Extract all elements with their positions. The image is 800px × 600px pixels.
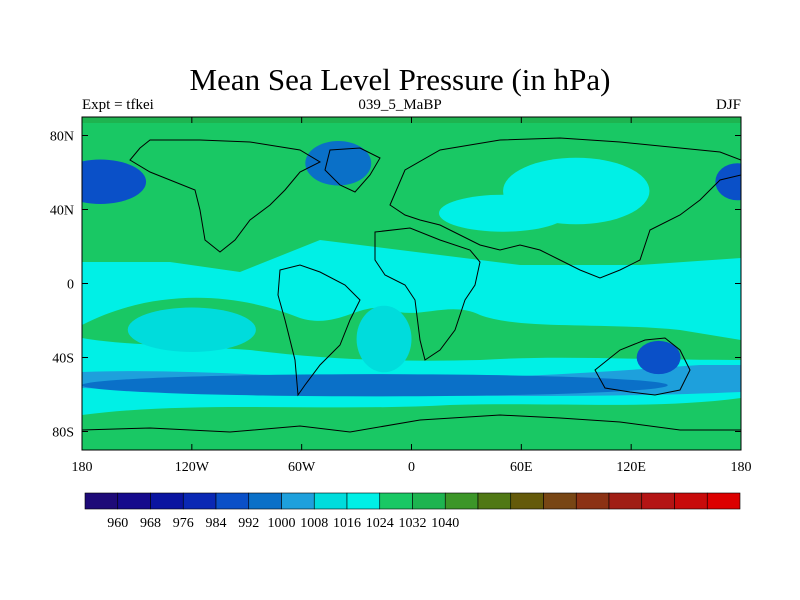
colorbar-box [510,492,544,510]
coastlines [82,137,741,433]
colorbar-box [346,492,381,510]
period-label: 039_5_MaBP [358,97,442,113]
x-tick-label: 120E [616,460,646,475]
colorbar-box [313,492,348,510]
colorbar-label: 1032 [399,516,427,531]
coast-africa [374,227,481,361]
x-tick-label: 180 [72,460,93,475]
colorbar-label: 960 [107,516,128,531]
colorbar-label: 984 [206,516,227,531]
feature-icelandic-low [305,141,372,186]
y-axis: 80N 40N 0 40S 80S [50,130,741,441]
colorbar-box [641,492,675,510]
x-tick-label: 60W [288,460,316,475]
colorbar-box [674,492,708,510]
colorbar-box [182,492,217,510]
chart-title: Mean Sea Level Pressure (in hPa) [189,62,611,97]
colorbar-box [543,492,577,510]
colorbar-box [477,492,512,510]
coast-antarctica [82,414,741,433]
coast-south-america [277,264,361,397]
coast-australia [594,337,691,396]
colorbar-label: 1040 [431,516,459,531]
colorbar-label: 968 [140,516,161,531]
colorbar-label: 992 [238,516,259,531]
y-tick-label: 80S [52,426,74,441]
colorbar-box [117,492,151,510]
coast-north-america [129,139,322,253]
colorbar-box [575,492,610,510]
pressure-features [82,141,741,397]
x-tick-label: 180 [731,460,752,475]
season-label: DJF [715,97,741,113]
feature-south-atlantic-high [356,305,412,373]
colorbar-label: 1016 [333,516,361,531]
experiment-label: Expt = tfkei [82,97,154,113]
colorbar-box [150,492,184,510]
x-tick-label: 120W [175,460,210,475]
feature-south-pacific-high [127,307,256,352]
colorbar-box [215,492,250,510]
colorbar-box [412,492,446,510]
colorbar-label: 976 [173,516,194,531]
colorbar-label: 1024 [366,516,394,531]
feature-australian-low [636,340,681,375]
coast-greenland [324,147,381,193]
feature-southern-ocean-trough [82,374,668,397]
antarctic-band [82,398,741,450]
y-tick-label: 0 [67,278,74,293]
colorbar-label: 1000 [268,516,296,531]
y-tick-label: 40S [52,352,74,367]
x-tick-label: 0 [408,460,415,475]
sh-green-belt [82,297,741,361]
colorbar-box [281,492,315,510]
x-tick-label: 60E [510,460,533,475]
y-tick-label: 40N [50,204,74,219]
colorbar-label: 1008 [300,516,328,531]
colorbar-box [84,492,119,510]
colorbar-box [248,492,282,510]
colorbar: 960 968 976 984 992 1000 1008 1016 1024 1032 1040 [84,492,741,531]
colorbar-box [379,492,413,510]
feature-aleutian-low [82,159,147,204]
coast-eurasia [389,137,741,279]
colorbar-box [608,492,643,510]
colorbar-box [444,492,479,510]
y-tick-label: 80N [50,130,74,145]
colorbar-box [706,492,741,510]
feature-aleutian-low-west [715,163,741,201]
feature-asian-high-extension [438,194,568,232]
plot-area [82,117,741,450]
x-axis: 180 120W 60W 0 60E 120E 180 [72,117,752,475]
